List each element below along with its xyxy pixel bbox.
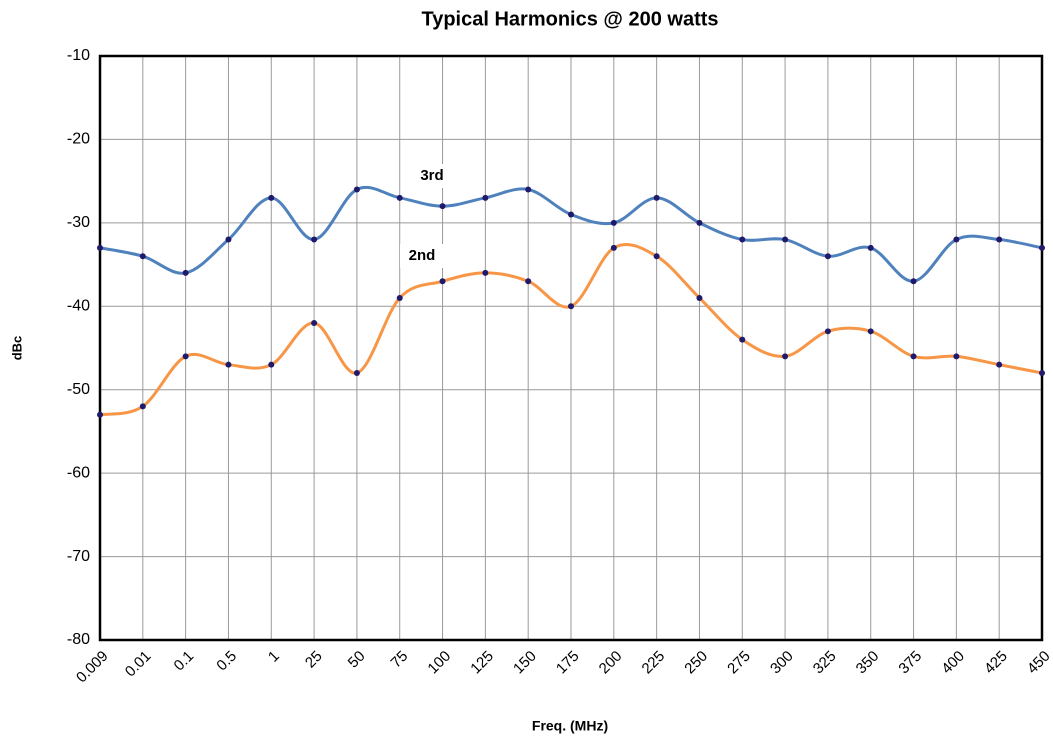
y-tick-label: -60 [67, 464, 90, 481]
data-point [311, 319, 318, 326]
data-point [268, 194, 275, 201]
data-point [396, 194, 403, 201]
x-tick-label: 375 [895, 648, 925, 678]
data-point [610, 244, 617, 251]
data-point [568, 211, 574, 218]
data-point [568, 303, 574, 310]
data-point [653, 253, 660, 260]
label-bg [400, 244, 444, 268]
plot-frame [98, 54, 1044, 642]
data-point [353, 370, 360, 377]
x-tick-label: 350 [853, 648, 883, 678]
x-tick-label: 25 [302, 648, 326, 672]
data-point [910, 353, 917, 360]
y-tick-label: -50 [67, 381, 90, 398]
data-point [739, 236, 746, 243]
data-point [867, 328, 874, 335]
data-point [182, 269, 189, 276]
data-point [782, 236, 789, 243]
data-point [1039, 244, 1045, 251]
x-tick-label: 0.009 [73, 648, 112, 687]
y-tick-label: -40 [67, 298, 90, 315]
y-tick-label: -30 [67, 214, 90, 231]
data-point [311, 236, 318, 243]
data-point [996, 236, 1003, 243]
data-point [696, 294, 703, 301]
data-point [1039, 370, 1045, 377]
data-point [97, 411, 103, 418]
data-point [182, 353, 189, 360]
x-tick-label: 1 [265, 648, 283, 666]
x-tick-label: 50 [345, 648, 369, 672]
x-tick-label: 425 [981, 648, 1011, 678]
series-label: 2nd [409, 247, 436, 264]
x-tick-label: 275 [724, 648, 754, 678]
x-tick-label: 175 [553, 648, 583, 678]
x-tick-label: 450 [1024, 648, 1053, 678]
data-point [653, 194, 660, 201]
chart-title: Typical Harmonics @ 200 watts [421, 8, 718, 30]
data-point [396, 294, 403, 301]
data-point [525, 186, 532, 193]
x-tick-label: 400 [938, 648, 968, 678]
x-tick-label: 0.01 [122, 648, 155, 681]
x-tick-label: 125 [467, 648, 497, 678]
data-point [353, 186, 360, 193]
data-point [824, 328, 831, 335]
x-tick-label: 300 [767, 648, 797, 678]
data-point [482, 194, 489, 201]
x-tick-label: 225 [639, 648, 669, 678]
data-point [525, 278, 532, 285]
y-tick-label: -80 [67, 631, 90, 648]
x-tick-label: 0.1 [171, 648, 198, 675]
data-point [439, 278, 446, 285]
label-bg [410, 164, 454, 188]
y-axis-label: dBc [9, 336, 24, 361]
y-tick-label: -20 [67, 131, 90, 148]
data-point [610, 219, 617, 226]
data-point [867, 244, 874, 251]
x-tick-label: 325 [810, 648, 840, 678]
data-point [910, 278, 917, 285]
data-point [953, 353, 960, 360]
series-label: 3rd [420, 167, 443, 184]
data-point [696, 219, 703, 226]
data-point [824, 253, 831, 260]
x-tick-label: 100 [424, 648, 454, 678]
data-point [225, 361, 232, 368]
x-tick-label: 200 [596, 648, 626, 678]
data-point [996, 361, 1003, 368]
x-tick-label: 150 [510, 648, 540, 678]
data-point [482, 269, 489, 276]
y-tick-label: -70 [67, 548, 90, 565]
x-tick-label: 0.5 [213, 648, 240, 675]
data-point [953, 236, 960, 243]
data-point [225, 236, 232, 243]
data-point [139, 403, 146, 410]
data-point [97, 244, 103, 251]
x-tick-label: 250 [681, 648, 711, 678]
data-point [782, 353, 789, 360]
series-line [99, 242, 1043, 417]
y-tick-label: -10 [67, 47, 90, 64]
x-tick-label: 75 [388, 648, 412, 672]
data-point [139, 253, 146, 260]
data-point [739, 336, 746, 343]
data-point [439, 203, 446, 210]
x-axis-label: Freq. (MHz) [532, 718, 608, 734]
data-point [268, 361, 275, 368]
